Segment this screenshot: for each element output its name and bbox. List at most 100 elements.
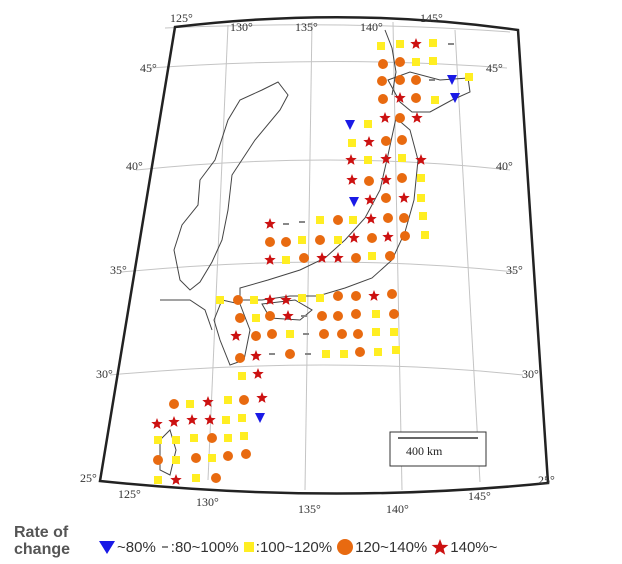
square-marker: [429, 39, 437, 47]
square-marker: [298, 294, 306, 302]
star-marker: [411, 112, 423, 123]
map-canvas: 125° 130° 135° 140° 145° 125° 130° 135° …: [80, 11, 555, 516]
lat-tick-left-30: 30°: [96, 367, 113, 381]
korea-coast: [173, 81, 289, 291]
dash-marker: [283, 223, 289, 225]
circle-marker: [281, 237, 291, 247]
square-marker: [286, 330, 294, 338]
dash-marker: [429, 79, 435, 81]
circle-marker: [395, 57, 405, 67]
square-marker: [316, 216, 324, 224]
square-marker: [186, 400, 194, 408]
circle-marker: [333, 291, 343, 301]
coastlines: [159, 29, 471, 476]
legend-item-circle: 120~140%: [336, 538, 427, 556]
star-marker: [186, 414, 198, 425]
square-marker: [392, 346, 400, 354]
star-marker: [410, 38, 422, 49]
legend-item-star: 140%~: [431, 538, 497, 556]
star-marker: [316, 252, 328, 263]
lat-tick-right-30: 30°: [522, 367, 539, 381]
square-marker: [421, 231, 429, 239]
star-marker: [365, 213, 377, 224]
legend-label-circle: 120~140%: [355, 538, 428, 556]
lon-tick-top-140: 140°: [360, 20, 383, 34]
square-marker: [431, 96, 439, 104]
circle-marker: [317, 311, 327, 321]
circle-marker: [395, 113, 405, 123]
star-marker: [363, 136, 375, 147]
legend: Rate of change ~80% :80~100% :100~120% 1…: [0, 520, 622, 564]
star-marker: [256, 392, 268, 403]
circle-marker: [395, 75, 405, 85]
star-marker: [168, 416, 180, 427]
circle-marker: [333, 215, 343, 225]
lon-tick-top-145: 145°: [420, 11, 443, 25]
lat-tick-left-40: 40°: [126, 159, 143, 173]
square-marker: [364, 120, 372, 128]
circle-marker: [299, 253, 309, 263]
square-marker: [372, 310, 380, 318]
lat-tick-right-25: 25°: [538, 473, 555, 487]
square-marker: [252, 314, 260, 322]
star-marker: [202, 396, 214, 407]
lat-tick-left-35: 35°: [110, 263, 127, 277]
circle-marker: [387, 289, 397, 299]
down-triangle-marker: [345, 120, 355, 130]
square-marker: [417, 194, 425, 202]
circle-marker: [233, 295, 243, 305]
circle-marker: [153, 455, 163, 465]
dash-marker: [303, 333, 309, 335]
circle-marker: [389, 309, 399, 319]
star-marker: [394, 92, 406, 103]
square-icon: [243, 542, 254, 552]
star-icon: [431, 539, 449, 555]
square-marker: [250, 296, 258, 304]
star-marker: [230, 330, 242, 341]
legend-title: Rate of change: [14, 524, 71, 558]
circle-marker: [381, 136, 391, 146]
star-marker: [346, 174, 358, 185]
circle-marker: [367, 233, 377, 243]
square-marker: [419, 212, 427, 220]
circle-marker: [251, 331, 261, 341]
legend-label-star: 140%~: [450, 538, 498, 556]
lon-tick-bottom-125: 125°: [118, 487, 141, 501]
circle-marker: [411, 75, 421, 85]
square-marker: [334, 236, 342, 244]
sakhalin: [384, 29, 397, 96]
legend-item-dash: :80~100%: [160, 539, 239, 556]
square-marker: [429, 57, 437, 65]
star-marker: [382, 231, 394, 242]
lon-tick-bottom-145: 145°: [468, 489, 491, 503]
legend-label-triangle: ~80%: [117, 538, 156, 556]
square-marker: [340, 350, 348, 358]
star-marker: [345, 154, 357, 165]
square-marker: [172, 456, 180, 464]
circle-marker: [267, 329, 277, 339]
circle-icon: [337, 539, 354, 555]
square-marker: [224, 434, 232, 442]
square-marker: [349, 216, 357, 224]
circle-marker: [364, 176, 374, 186]
star-marker: [151, 418, 163, 429]
circle-marker: [355, 347, 365, 357]
circle-marker: [337, 329, 347, 339]
circle-marker: [385, 251, 395, 261]
scale-bar-label: 400 km: [406, 444, 443, 458]
map-panel: 125° 130° 135° 140° 145° 125° 130° 135° …: [80, 11, 555, 516]
circle-marker: [239, 395, 249, 405]
circle-marker: [397, 135, 407, 145]
circle-marker: [265, 311, 275, 321]
circle-marker: [411, 93, 421, 103]
star-marker: [282, 310, 294, 321]
dash-marker: [301, 315, 307, 317]
legend-label-dash: :80~100%: [170, 538, 239, 556]
star-marker: [364, 194, 376, 205]
square-marker: [216, 296, 224, 304]
star-marker: [280, 294, 292, 305]
star-marker: [170, 474, 182, 485]
star-marker: [264, 294, 276, 305]
star-marker: [398, 192, 410, 203]
star-marker: [204, 414, 216, 425]
